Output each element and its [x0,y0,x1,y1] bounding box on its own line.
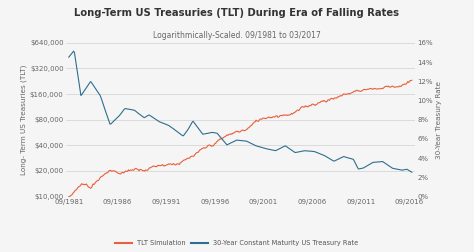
Y-axis label: 30-Year Treasury Rate: 30-Year Treasury Rate [436,81,442,159]
Text: Long-Term US Treasuries (TLT) During Era of Falling Rates: Long-Term US Treasuries (TLT) During Era… [74,8,400,18]
Legend: TLT Simulation, 30-Year Constant Maturity US Treasury Rate: TLT Simulation, 30-Year Constant Maturit… [113,237,361,249]
Text: Logarithmically-Scaled. 09/1981 to 03/2017: Logarithmically-Scaled. 09/1981 to 03/20… [153,32,321,41]
Y-axis label: Long- Term US Treasuries (TLT): Long- Term US Treasuries (TLT) [20,65,27,175]
